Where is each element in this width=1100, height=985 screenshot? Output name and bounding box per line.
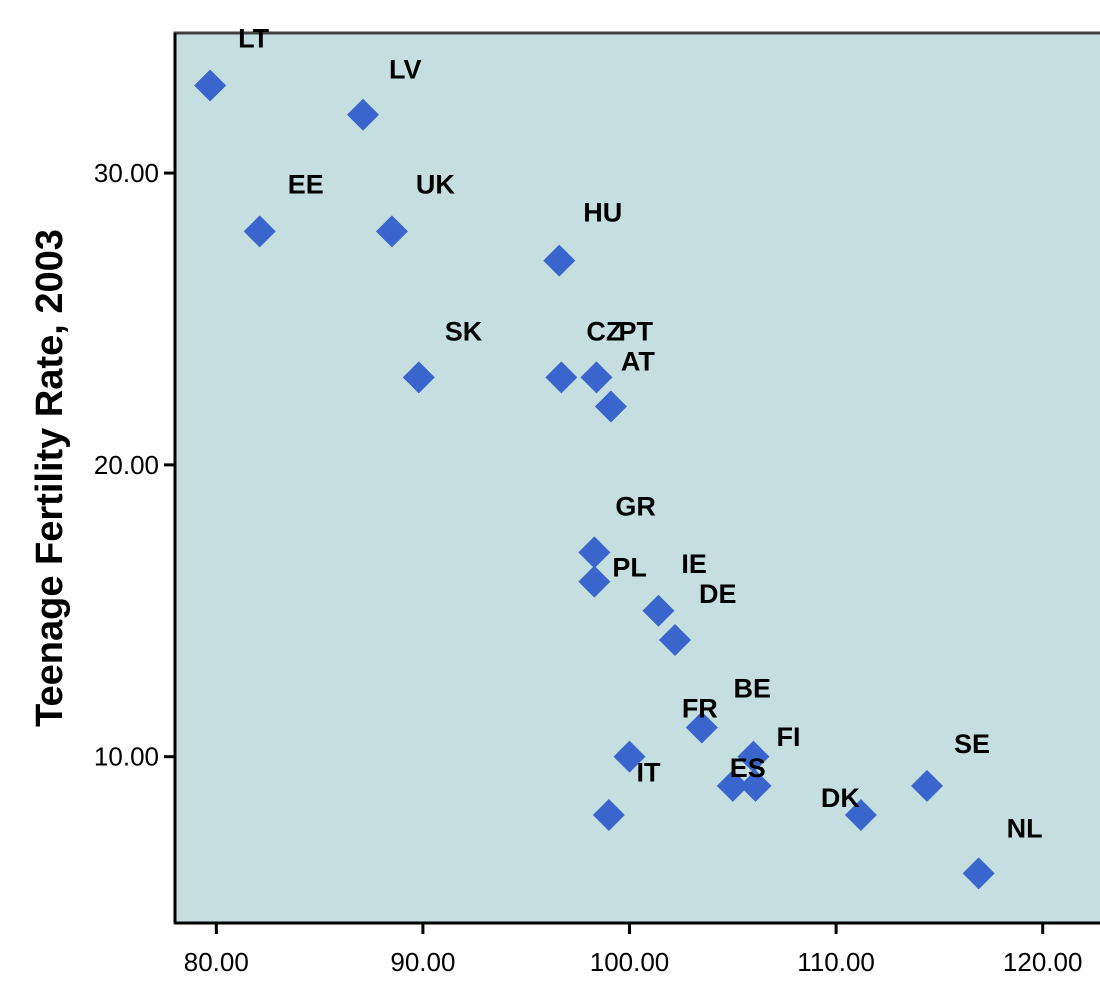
data-point-marker xyxy=(685,711,718,744)
data-point-label: NL xyxy=(1007,813,1043,843)
data-point-label: BE xyxy=(733,674,771,704)
y-axis-ticks: 10.00 20.00 30.00 xyxy=(94,158,175,772)
data-point-label: DE xyxy=(699,579,737,609)
data-point-marker xyxy=(545,361,578,394)
data-point-marker xyxy=(658,623,691,656)
data-point-label: EE xyxy=(288,169,324,199)
data-point-label: HU xyxy=(583,198,622,228)
y-axis-title: Teenage Fertility Rate, 2003 xyxy=(29,229,71,727)
data-point-label: PL xyxy=(612,553,647,583)
x-tick-label: 110.00 xyxy=(797,947,875,977)
data-point-marker xyxy=(592,799,625,832)
plot-background xyxy=(173,31,1100,925)
data-point-marker xyxy=(375,215,408,248)
data-point-label: LV xyxy=(389,55,422,85)
x-axis-ticks: 80.00 90.00 100.00 110.00 120.00 xyxy=(184,923,1083,977)
data-point-label: PT xyxy=(618,316,653,346)
x-tick-label: 120.00 xyxy=(1003,947,1083,977)
data-point-label: DK xyxy=(821,783,860,813)
data-point-label: GR xyxy=(615,491,656,521)
data-point-marker xyxy=(402,361,435,394)
data-point-label: IE xyxy=(681,549,707,579)
data-point-marker xyxy=(194,69,227,102)
x-tick-label: 80.00 xyxy=(184,947,249,977)
data-point-marker xyxy=(739,769,772,802)
data-point-marker xyxy=(737,740,770,773)
data-point-label: ES xyxy=(730,753,766,783)
x-tick-label: 90.00 xyxy=(390,947,455,977)
data-point-marker xyxy=(578,536,611,569)
y-tick-label: 30.00 xyxy=(94,158,159,188)
data-point-marker xyxy=(543,244,576,277)
data-markers xyxy=(194,69,995,890)
data-point-label: SE xyxy=(954,729,990,759)
data-point-label: CZ xyxy=(586,316,622,346)
data-point-marker xyxy=(716,769,749,802)
data-point-marker xyxy=(911,769,943,802)
data-point-label: UK xyxy=(416,169,455,199)
y-tick-label: 10.00 xyxy=(94,742,159,772)
data-point-label: FI xyxy=(777,722,801,752)
data-point-marker xyxy=(642,594,675,627)
data-point-label: FR xyxy=(682,693,718,723)
data-point-label: LT xyxy=(238,24,269,54)
data-point-marker xyxy=(578,565,611,598)
data-point-marker xyxy=(243,215,276,248)
data-point-label: IT xyxy=(637,758,662,788)
data-point-marker xyxy=(962,857,995,890)
data-point-marker xyxy=(613,740,646,773)
data-point-marker xyxy=(844,799,877,832)
data-point-marker xyxy=(594,390,627,423)
data-point-marker xyxy=(347,98,379,131)
data-point-marker xyxy=(580,361,613,394)
data-point-label: SK xyxy=(445,316,483,346)
x-tick-label: 100.00 xyxy=(590,947,670,977)
y-tick-label: 20.00 xyxy=(94,450,159,480)
data-point-label: AT xyxy=(621,347,655,377)
